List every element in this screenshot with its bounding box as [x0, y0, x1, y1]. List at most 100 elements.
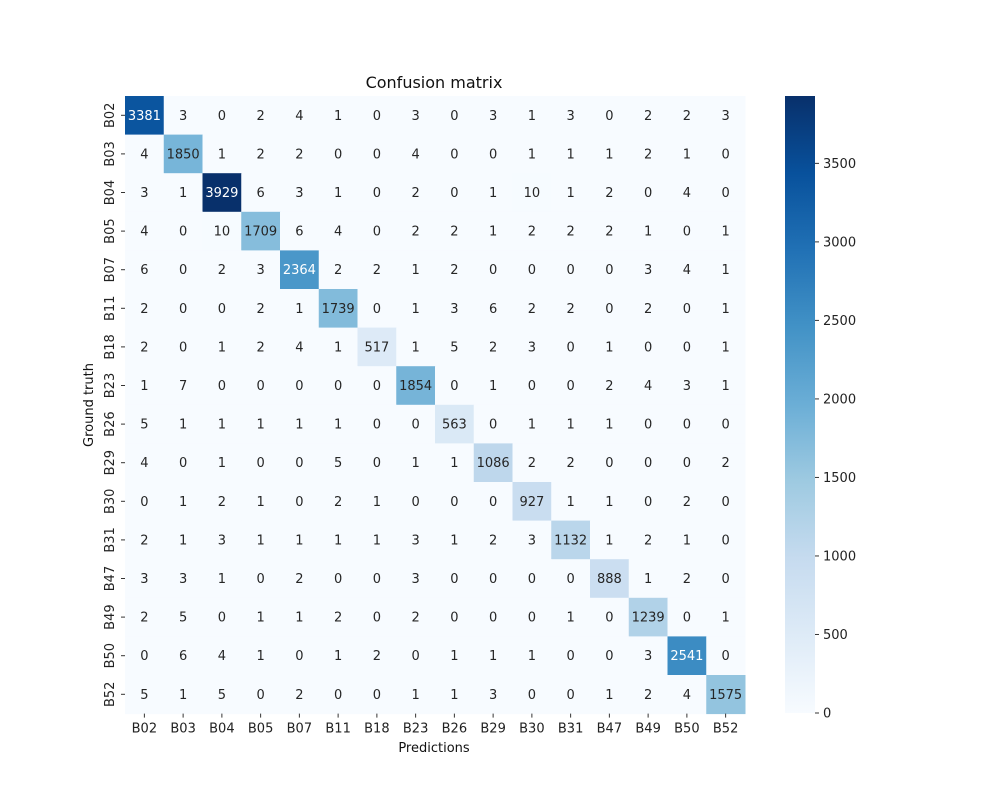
cell-value-label: 1	[411, 340, 419, 355]
heatmap-cell	[357, 289, 397, 329]
cell-value-label: 1575	[709, 688, 742, 703]
cell-value-label: 5	[218, 688, 226, 703]
heatmap-cell	[241, 289, 281, 329]
heatmap-cell	[357, 173, 397, 213]
heatmap-cell	[318, 520, 358, 560]
heatmap-cell	[125, 327, 165, 367]
heatmap-cell	[241, 443, 281, 483]
heatmap-cell	[125, 559, 165, 599]
cell-value-label: 0	[373, 109, 381, 124]
cell-value-label: 1	[644, 572, 652, 587]
cell-value-label: 0	[721, 418, 729, 433]
heatmap-cell	[473, 289, 513, 329]
cell-value-label: 0	[528, 688, 536, 703]
heatmap-cell	[280, 211, 320, 251]
cell-value-label: 4	[683, 186, 691, 201]
heatmap-cell	[241, 404, 281, 444]
heatmap-cell	[706, 211, 746, 251]
heatmap-cell	[241, 134, 281, 174]
cell-value-label: 0	[683, 418, 691, 433]
heatmap-cell	[435, 636, 475, 676]
heatmap-cell	[551, 520, 591, 560]
cell-value-label: 10	[214, 225, 231, 240]
y-tick-label: B11	[103, 296, 118, 321]
cell-value-label: 0	[721, 649, 729, 664]
cell-value-label: 1	[605, 688, 613, 703]
y-tick-label: B50	[103, 643, 118, 668]
heatmap-cell	[435, 366, 475, 406]
heatmap-cell	[163, 250, 203, 290]
cell-value-label: 1	[295, 418, 303, 433]
cell-value-label: 1	[256, 649, 264, 664]
cell-value-label: 2	[566, 225, 574, 240]
heatmap-cell	[202, 211, 242, 251]
cell-value-label: 3	[528, 533, 536, 548]
heatmap-cell	[667, 559, 707, 599]
heatmap-cell	[163, 443, 203, 483]
cell-value-label: 2364	[283, 263, 316, 278]
heatmap-cell	[318, 289, 358, 329]
heatmap-cell	[706, 520, 746, 560]
x-axis-ticks: B02 B03 B04 B05 B07 B11 B18 B23 B26 B29 B30 B31 B47 B…	[132, 713, 738, 737]
heatmap-cell	[202, 443, 242, 483]
heatmap-cell	[202, 96, 242, 136]
cell-value-label: 0	[334, 147, 342, 162]
heatmap-cell	[628, 96, 668, 136]
cell-value-label: 0	[644, 186, 652, 201]
heatmap-cell	[435, 482, 475, 522]
heatmap-cell	[357, 134, 397, 174]
cell-value-label: 0	[721, 186, 729, 201]
heatmap-cell	[706, 559, 746, 599]
cell-value-label: 0	[566, 688, 574, 703]
heatmap-cell	[202, 173, 242, 213]
cell-value-label: 2	[528, 302, 536, 317]
cell-value-label: 1	[528, 109, 536, 124]
cell-value-label: 1	[450, 533, 458, 548]
heatmap-cell	[551, 482, 591, 522]
heatmap-cell	[435, 675, 475, 715]
heatmap-cell	[473, 96, 513, 136]
cell-value-label: 1	[140, 379, 148, 394]
cell-value-label: 0	[450, 379, 458, 394]
cell-value-label: 4	[295, 340, 303, 355]
cell-value-label: 2	[140, 340, 148, 355]
cell-value-label: 1	[605, 495, 613, 510]
heatmap-cell	[280, 134, 320, 174]
cell-value-label: 0	[566, 649, 574, 664]
heatmap-cell	[590, 173, 630, 213]
heatmap-cell	[396, 211, 436, 251]
cell-value-label: 0	[373, 225, 381, 240]
heatmap-cell	[628, 597, 668, 637]
heatmap-cell	[473, 327, 513, 367]
heatmap-cell	[551, 366, 591, 406]
heatmap-cell	[357, 211, 397, 251]
heatmap-cell	[357, 559, 397, 599]
heatmap-cell	[202, 250, 242, 290]
heatmap-cell	[512, 289, 552, 329]
cell-value-label: 4	[683, 263, 691, 278]
heatmap-cell	[473, 404, 513, 444]
heatmap-cell	[551, 96, 591, 136]
y-tick-label: B26	[103, 411, 118, 436]
heatmap-cell	[473, 134, 513, 174]
cell-value-label: 1	[605, 533, 613, 548]
heatmap-cell	[590, 327, 630, 367]
heatmap-cell	[590, 482, 630, 522]
heatmap-cell	[473, 675, 513, 715]
cell-value-label: 5	[450, 340, 458, 355]
heatmap-cells: 3381 3 0 2 4 1 0 3 0 3 1 3 0 2 2 34 1850 1 2 2 0 0 4 0 0 1 1 1 2 1 03 1…	[125, 96, 746, 715]
heatmap-cell	[590, 559, 630, 599]
cell-value-label: 2	[218, 495, 226, 510]
heatmap-cell	[202, 597, 242, 637]
heatmap-cell	[318, 211, 358, 251]
heatmap-cell	[667, 211, 707, 251]
heatmap-cell	[551, 597, 591, 637]
cell-value-label: 1239	[632, 611, 665, 626]
cell-value-label: 1	[721, 263, 729, 278]
heatmap-cell	[396, 289, 436, 329]
cell-value-label: 0	[373, 302, 381, 317]
cell-value-label: 2	[295, 688, 303, 703]
cell-value-label: 1	[334, 109, 342, 124]
cell-value-label: 3	[489, 688, 497, 703]
cell-value-label: 3	[179, 109, 187, 124]
